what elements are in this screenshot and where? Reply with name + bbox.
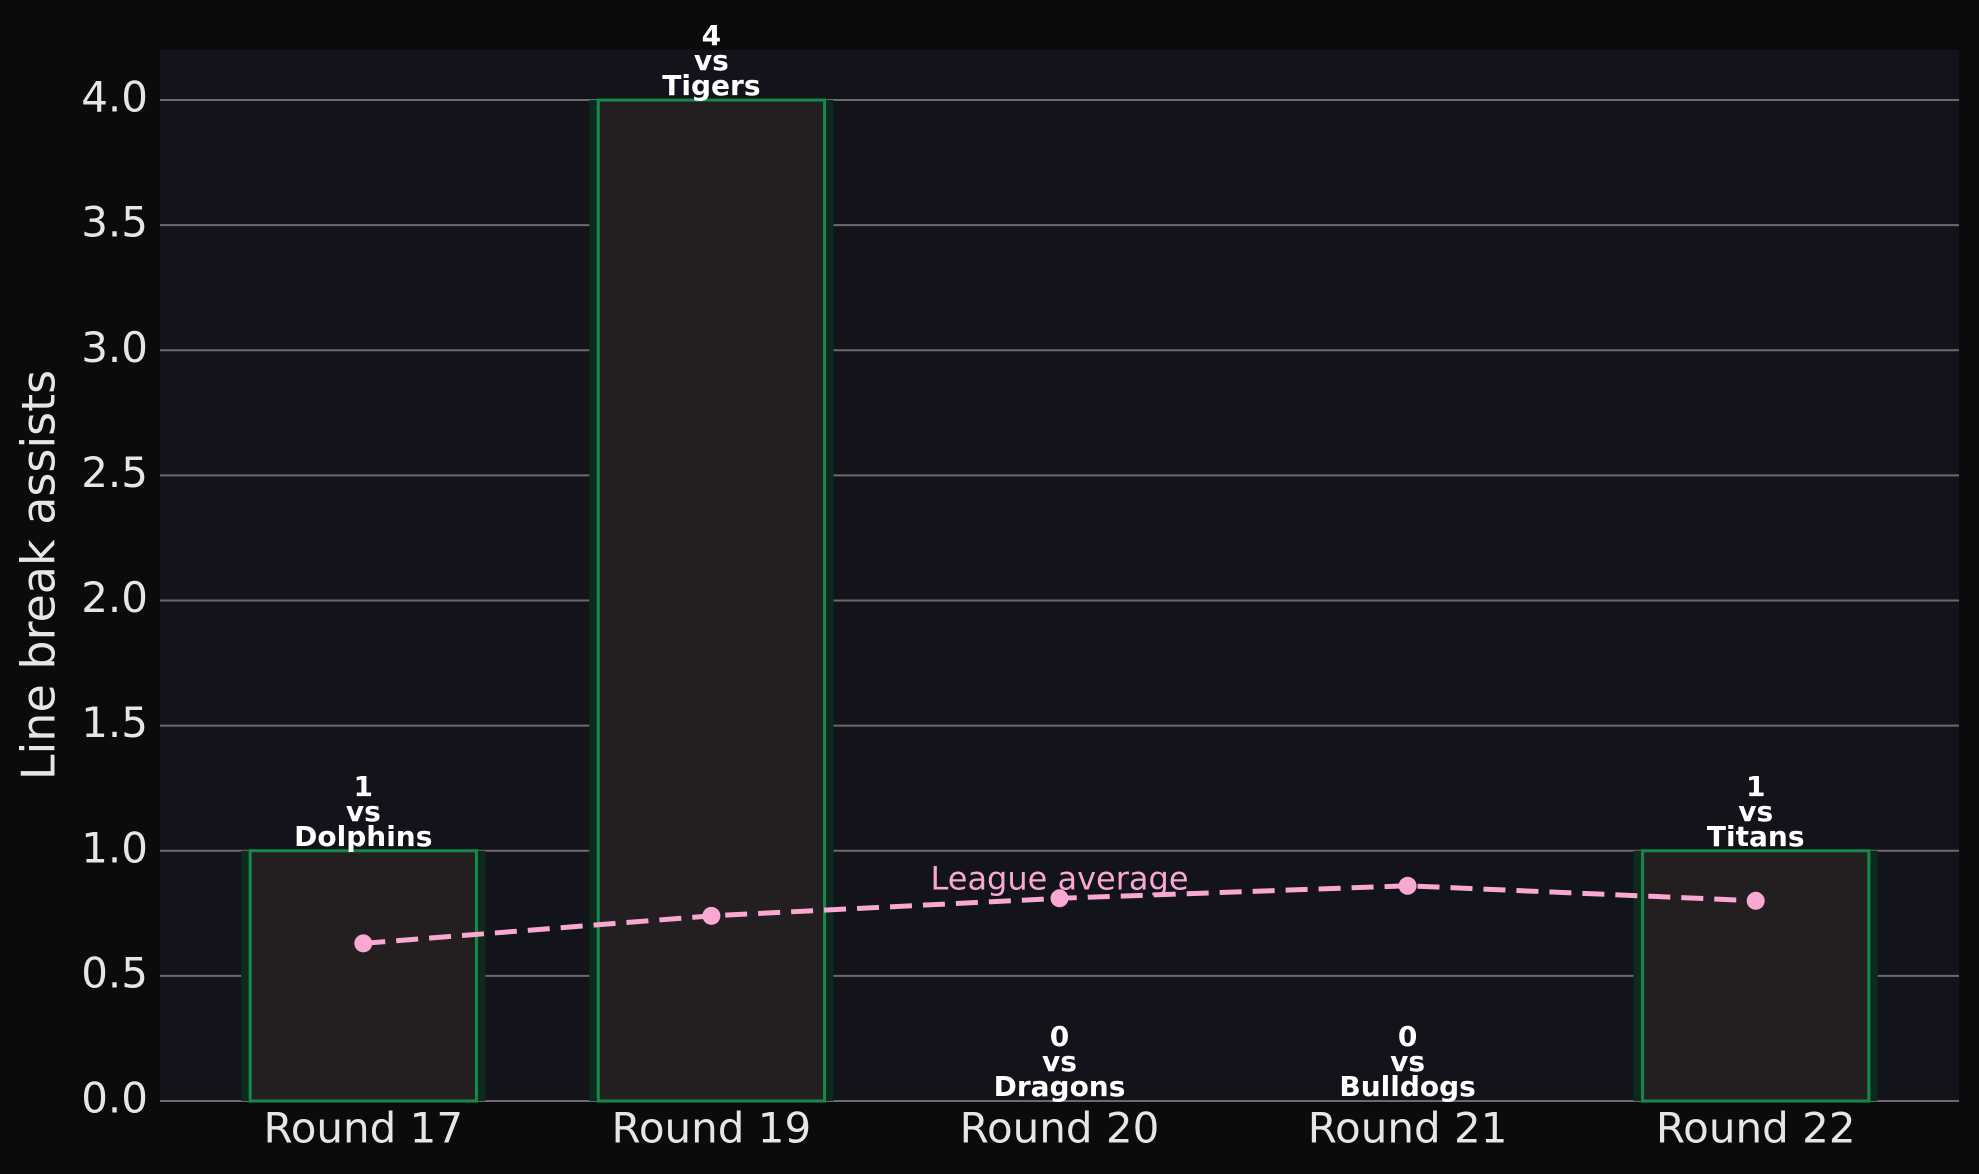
- opponent-label: Tigers: [662, 69, 760, 102]
- line-marker: [354, 934, 373, 953]
- value-label: 1: [1746, 770, 1765, 803]
- value-label: 1: [354, 770, 373, 803]
- y-tick-label: 0.5: [81, 948, 148, 997]
- y-tick-label: 1.0: [81, 823, 148, 872]
- y-axis-label: Line break assists: [12, 370, 66, 780]
- opponent-label: Bulldogs: [1339, 1070, 1475, 1103]
- line-marker: [1050, 889, 1069, 908]
- x-tick-label: Round 22: [1656, 1104, 1856, 1153]
- y-tick-label: 1.5: [81, 698, 148, 747]
- line-label: League average: [930, 859, 1188, 897]
- y-tick-label: 0.0: [81, 1074, 148, 1123]
- y-tick-label: 4.0: [81, 73, 148, 122]
- line-marker: [702, 906, 721, 925]
- versus-label: vs: [1042, 1045, 1077, 1078]
- x-tick-label: Round 21: [1308, 1104, 1508, 1153]
- versus-label: vs: [346, 795, 381, 828]
- y-tick-label: 2.0: [81, 573, 148, 622]
- opponent-label: Titans: [1707, 820, 1805, 853]
- versus-label: vs: [1390, 1045, 1425, 1078]
- y-tick-label: 3.5: [81, 198, 148, 247]
- versus-label: vs: [694, 44, 729, 77]
- value-label: 0: [1398, 1020, 1417, 1053]
- x-tick-label: Round 17: [263, 1104, 463, 1153]
- value-label: 4: [702, 19, 721, 52]
- opponent-label: Dolphins: [294, 820, 432, 853]
- versus-label: vs: [1738, 795, 1773, 828]
- bar: [1641, 849, 1871, 1103]
- x-tick-label: Round 19: [612, 1104, 812, 1153]
- value-label: 0: [1050, 1020, 1069, 1053]
- bar: [248, 849, 478, 1103]
- line-marker: [1746, 891, 1765, 910]
- y-tick-label: 3.0: [81, 323, 148, 372]
- y-tick-label: 2.5: [81, 448, 148, 497]
- bar: [596, 98, 827, 1103]
- opponent-label: Dragons: [994, 1070, 1126, 1103]
- x-tick-label: Round 20: [960, 1104, 1160, 1153]
- line-marker: [1398, 876, 1417, 895]
